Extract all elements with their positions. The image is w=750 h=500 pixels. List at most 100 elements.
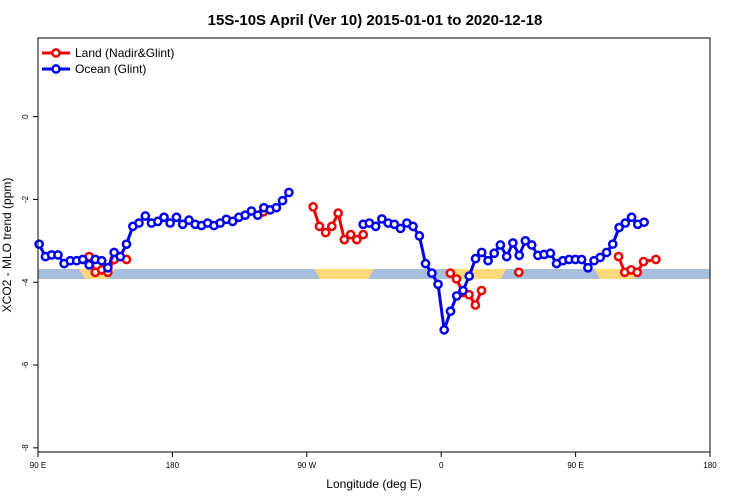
data-point	[152, 216, 163, 227]
plot-frame	[37, 37, 711, 453]
chart-title: 15S-10S April (Ver 10) 2015-01-01 to 202…	[208, 12, 543, 29]
data-point	[109, 247, 120, 258]
data-point	[613, 251, 624, 262]
data-point	[451, 291, 462, 301]
data-point	[526, 240, 537, 250]
data-point	[308, 202, 318, 212]
data-point	[595, 252, 606, 263]
surface-band	[38, 269, 710, 279]
data-point	[495, 240, 506, 250]
data-point	[427, 268, 437, 279]
data-point	[607, 239, 618, 250]
data-point	[351, 234, 362, 245]
data-point	[227, 216, 238, 227]
data-point	[121, 239, 132, 250]
legend-item: Ocean (Glint)	[42, 62, 146, 76]
data-point	[96, 255, 107, 266]
data-point	[339, 234, 350, 245]
data-point	[445, 268, 456, 279]
legend-label: Ocean (Glint)	[75, 62, 146, 76]
data-point	[34, 239, 44, 250]
data-point	[326, 221, 337, 232]
data-point	[408, 221, 418, 232]
x-tick-label: 180	[703, 461, 717, 470]
data-point	[184, 215, 194, 226]
data-point	[433, 279, 443, 290]
data-point	[470, 300, 481, 310]
data-point	[614, 222, 624, 233]
y-tick-label: 0	[21, 114, 30, 119]
data-point	[314, 221, 325, 232]
data-point	[476, 247, 487, 258]
data-point	[376, 214, 387, 224]
y-tick-label: -4	[21, 278, 30, 286]
data-point	[420, 258, 431, 269]
data-point	[84, 260, 94, 270]
series-ocean	[34, 187, 649, 335]
data-point	[159, 212, 169, 223]
data-point	[345, 229, 356, 240]
data-point	[476, 285, 487, 296]
data-point	[520, 236, 531, 246]
data-point	[514, 267, 524, 278]
legend-item: Land (Nadir&Glint)	[42, 46, 174, 60]
x-axis: 90 E 180 90 W 0 90 E 180	[30, 452, 717, 470]
data-point	[464, 271, 475, 281]
data-point	[601, 247, 612, 258]
data-point	[320, 227, 331, 238]
data-point	[620, 218, 631, 228]
series-layer	[34, 187, 661, 335]
data-point	[414, 231, 425, 241]
data-point	[53, 250, 63, 260]
data-point	[626, 212, 637, 223]
data-point	[277, 195, 288, 206]
legend-marker	[51, 48, 61, 58]
data-point	[458, 285, 468, 296]
data-point	[638, 256, 649, 267]
data-point	[389, 219, 400, 230]
x-tick-label: 90 W	[297, 461, 316, 470]
data-point	[333, 208, 344, 218]
data-point	[77, 254, 88, 265]
y-axis: 0 -2 -4 -6 -8	[21, 114, 38, 451]
land-band-segment	[314, 269, 374, 279]
data-point	[470, 253, 481, 264]
data-point	[115, 251, 126, 262]
data-point	[651, 254, 661, 265]
ocean-band	[38, 269, 710, 279]
y-tick-label: -6	[21, 361, 30, 369]
data-point	[140, 211, 151, 221]
data-point	[165, 218, 176, 228]
series-land	[84, 202, 661, 310]
data-point	[489, 248, 500, 259]
data-point	[545, 248, 556, 259]
data-point	[451, 274, 462, 284]
data-point	[370, 221, 381, 232]
data-point	[483, 255, 493, 266]
data-point	[240, 210, 251, 221]
legend-label: Land (Nadir&Glint)	[75, 46, 174, 60]
data-point	[284, 187, 294, 198]
data-point	[508, 238, 518, 248]
x-axis-label: Longitude (deg E)	[326, 477, 421, 491]
data-point	[445, 306, 456, 317]
data-point	[102, 262, 113, 273]
data-point	[639, 217, 649, 228]
data-point	[514, 250, 525, 261]
data-point	[395, 223, 406, 234]
y-tick-label: -2	[21, 195, 30, 203]
data-point	[246, 206, 257, 216]
data-point	[271, 202, 282, 213]
data-point	[171, 212, 182, 223]
legend-marker	[51, 64, 61, 74]
data-point	[501, 251, 512, 262]
data-point	[134, 218, 144, 228]
data-point	[576, 254, 587, 265]
legend: Land (Nadir&Glint) Ocean (Glint)	[42, 46, 174, 76]
x-tick-label: 90 E	[30, 461, 46, 470]
data-point	[252, 210, 263, 221]
data-point	[177, 219, 188, 230]
x-tick-label: 0	[439, 461, 444, 470]
data-point	[358, 229, 369, 240]
